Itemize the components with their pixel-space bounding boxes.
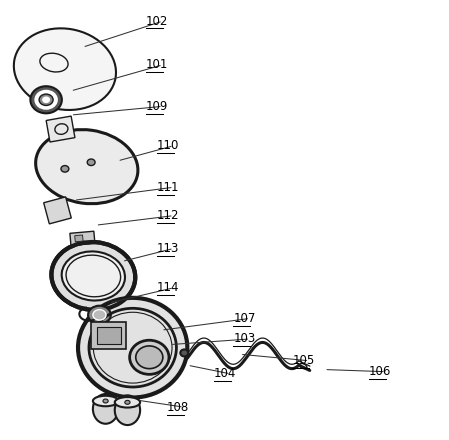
Text: 102: 102	[146, 15, 168, 28]
Text: 113: 113	[157, 242, 179, 255]
Text: 114: 114	[157, 281, 179, 294]
Ellipse shape	[35, 130, 138, 204]
Ellipse shape	[93, 310, 106, 320]
Ellipse shape	[62, 251, 125, 301]
Ellipse shape	[130, 340, 169, 374]
Ellipse shape	[103, 399, 108, 403]
Text: 112: 112	[157, 209, 179, 222]
Text: 109: 109	[146, 100, 168, 113]
Text: 103: 103	[233, 333, 255, 345]
Text: 106: 106	[369, 365, 391, 378]
Ellipse shape	[35, 91, 57, 109]
Text: 108: 108	[167, 401, 189, 414]
Ellipse shape	[136, 346, 163, 369]
Ellipse shape	[93, 396, 118, 406]
Text: 101: 101	[146, 58, 168, 71]
Ellipse shape	[88, 306, 111, 324]
Ellipse shape	[180, 349, 188, 356]
Ellipse shape	[39, 94, 53, 106]
Ellipse shape	[125, 400, 130, 404]
Ellipse shape	[78, 298, 187, 397]
Ellipse shape	[115, 397, 140, 407]
Ellipse shape	[61, 165, 69, 172]
Polygon shape	[75, 235, 83, 242]
Ellipse shape	[31, 86, 62, 114]
Polygon shape	[91, 322, 126, 349]
Ellipse shape	[93, 394, 118, 424]
Ellipse shape	[14, 28, 116, 110]
Polygon shape	[44, 197, 71, 224]
Polygon shape	[97, 326, 121, 344]
Ellipse shape	[115, 395, 140, 425]
Text: 107: 107	[233, 312, 255, 325]
Polygon shape	[70, 231, 95, 246]
Text: 110: 110	[157, 139, 179, 152]
Text: 111: 111	[157, 181, 179, 194]
Ellipse shape	[43, 97, 49, 103]
Text: 105: 105	[292, 354, 314, 367]
Polygon shape	[46, 116, 75, 142]
Ellipse shape	[52, 242, 135, 310]
Text: 104: 104	[214, 367, 236, 381]
Ellipse shape	[87, 159, 95, 165]
